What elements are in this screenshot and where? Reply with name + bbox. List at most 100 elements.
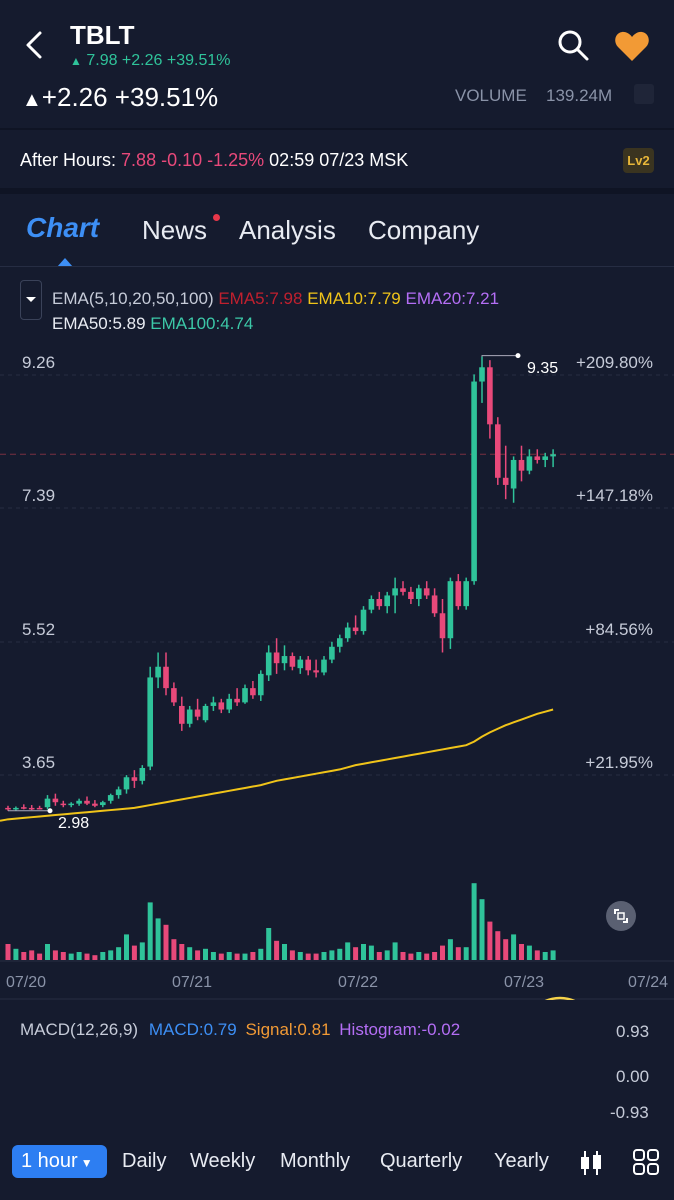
candle-body — [60, 803, 67, 806]
candle-body — [305, 659, 311, 671]
tab-chart-label: Chart — [26, 212, 100, 243]
volume-bar — [321, 952, 327, 960]
macd-axis-label: 0.00 — [616, 1067, 650, 1086]
divider — [0, 128, 674, 130]
up-arrow-icon: ▲ — [70, 54, 82, 68]
heart-icon[interactable] — [614, 30, 650, 62]
volume-bar — [511, 934, 517, 960]
timeframe-bar — [0, 1138, 674, 1200]
back-arrow-icon[interactable] — [20, 30, 50, 60]
candle-body — [400, 588, 406, 592]
candle-body — [447, 581, 454, 639]
volume-bar — [258, 948, 264, 960]
volume-bar — [305, 953, 311, 960]
candle-body — [337, 638, 343, 647]
candle-body — [471, 381, 477, 582]
volume-bar — [361, 944, 366, 960]
ticker-symbol: TBLT — [70, 20, 135, 50]
candlestick-type-icon[interactable] — [578, 1148, 604, 1178]
volume-bar — [45, 944, 50, 960]
fullscreen-icon[interactable] — [605, 900, 637, 932]
volume-bar — [432, 952, 438, 960]
indicator-dropdown[interactable] — [20, 280, 42, 320]
timeframe-yearly[interactable]: Yearly — [494, 1150, 549, 1172]
timeframe-selected[interactable]: 1 hour ▼ — [12, 1145, 107, 1178]
percent-axis-label: +209.80% — [575, 353, 653, 372]
header-quote: ▲ 7.98 +2.26 +39.51% — [70, 52, 230, 70]
macd-legend: MACD(12,26,9) MACD:0.79 Signal:0.81 Hist… — [20, 1020, 460, 1040]
volume-bar — [60, 952, 66, 960]
candle-body — [265, 652, 272, 676]
volume-bar — [13, 948, 19, 960]
volume-bar — [526, 945, 532, 960]
candle-body — [250, 688, 256, 696]
volume-bar — [234, 953, 240, 960]
price-axis-label: 7.39 — [22, 486, 56, 505]
caret-down-icon: ▼ — [80, 1156, 93, 1170]
timeframe-quarterly[interactable]: Quarterly — [380, 1150, 463, 1172]
candle-body — [36, 807, 43, 810]
candle-body — [518, 459, 525, 471]
price-axis-label: 5.52 — [22, 620, 56, 639]
volume-bar — [163, 924, 169, 960]
price-axis-label: 3.65 — [22, 753, 56, 772]
volume-bar — [542, 952, 548, 960]
timeframe-daily[interactable]: Daily — [122, 1150, 167, 1172]
timeframe-weekly[interactable]: Weekly — [190, 1150, 256, 1172]
tab-news[interactable]: News — [142, 215, 208, 245]
candle-body — [84, 800, 90, 804]
volume-label: VOLUME — [455, 86, 527, 105]
candle-body — [210, 702, 217, 706]
volume-bar — [289, 950, 295, 960]
candle-body — [139, 767, 146, 781]
candle-body — [376, 599, 383, 607]
expand-toggle[interactable] — [634, 84, 654, 104]
volume-bar — [155, 918, 161, 960]
volume-bar — [68, 953, 74, 960]
candle-body — [439, 613, 446, 639]
volume-bar — [353, 947, 359, 960]
ema-label: EMA(5,10,20,50,100) — [52, 289, 214, 308]
volume-bar — [76, 952, 82, 960]
time-axis-label: 07/21 — [172, 974, 213, 991]
volume-bar — [92, 955, 98, 960]
tab-company[interactable]: Company — [368, 215, 480, 245]
histogram-value: Histogram:-0.02 — [339, 1020, 461, 1039]
candle-body — [68, 803, 74, 806]
candle-body — [5, 807, 11, 810]
macd-label: MACD(12,26,9) — [20, 1020, 139, 1039]
volume-bar — [21, 952, 27, 960]
candle-body — [289, 656, 296, 667]
volume-bar — [329, 950, 335, 960]
candle-body — [479, 367, 485, 382]
tab-analysis[interactable]: Analysis — [239, 215, 336, 245]
candle-body — [487, 367, 493, 425]
volume-bar — [392, 942, 398, 960]
candle-body — [147, 677, 153, 767]
volume-bar — [463, 947, 469, 960]
volume-bar — [368, 945, 374, 960]
tab-chart[interactable]: Chart — [26, 212, 99, 244]
volume-bar — [447, 939, 453, 960]
caret-down-icon — [26, 297, 36, 302]
lv2-badge[interactable]: Lv2 — [623, 148, 654, 173]
candlestick-chart[interactable] — [0, 340, 674, 1000]
candle-body — [44, 798, 51, 808]
candle-body — [92, 803, 98, 806]
tab-divider — [0, 266, 674, 267]
percent-axis-label: +84.56% — [585, 620, 653, 639]
search-icon[interactable] — [556, 28, 590, 62]
volume-bar — [400, 952, 406, 960]
grid-menu-icon[interactable] — [632, 1148, 660, 1176]
candle-body — [202, 705, 209, 721]
volume-bar — [471, 883, 477, 960]
header-quote-text: 7.98 +2.26 +39.51% — [86, 52, 231, 69]
timeframe-monthly[interactable]: Monthly — [280, 1150, 351, 1172]
volume-bar — [282, 944, 287, 960]
candle-body — [510, 459, 517, 489]
percent-axis-label: +21.95% — [585, 753, 653, 772]
volume-bar — [408, 953, 414, 960]
candle-body — [76, 800, 82, 804]
candle-body — [131, 777, 138, 781]
